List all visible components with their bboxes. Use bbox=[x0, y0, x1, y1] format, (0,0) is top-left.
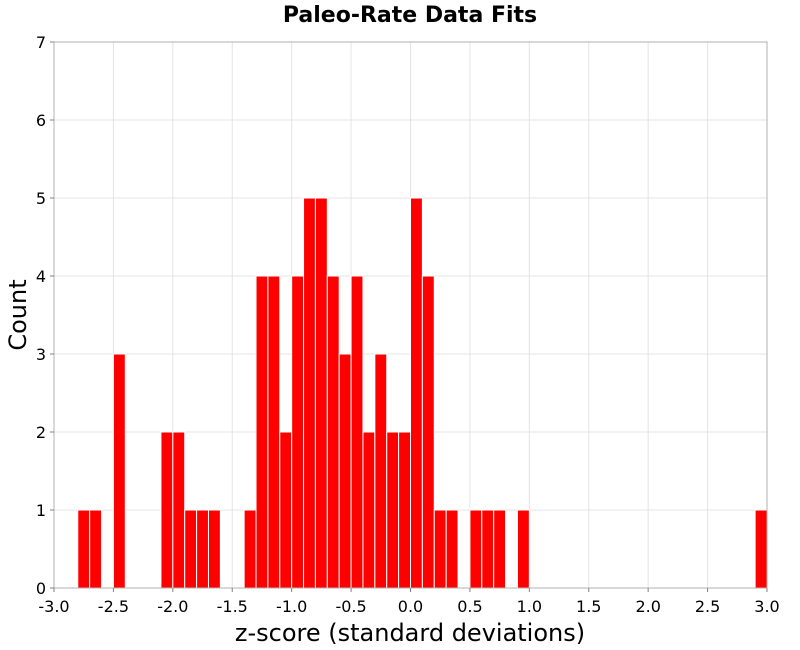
histogram-bar bbox=[326, 275, 340, 589]
y-tick-label: 3 bbox=[36, 345, 46, 364]
x-tick-label: -2.5 bbox=[98, 597, 129, 616]
histogram-bar bbox=[493, 509, 507, 589]
histogram-bar bbox=[112, 353, 126, 589]
histogram-bar bbox=[386, 431, 400, 589]
x-axis-label: z-score (standard deviations) bbox=[235, 619, 585, 647]
histogram-bar bbox=[89, 509, 103, 589]
chart-title: Paleo-Rate Data Fits bbox=[283, 3, 537, 28]
histogram-bar bbox=[398, 431, 412, 589]
y-tick-label: 0 bbox=[36, 579, 46, 598]
histogram-bar bbox=[445, 509, 459, 589]
y-tick-label: 5 bbox=[36, 189, 46, 208]
y-tick-label: 6 bbox=[36, 111, 46, 130]
histogram-bar bbox=[172, 431, 186, 589]
histogram-bar bbox=[77, 509, 91, 589]
histogram-bar bbox=[267, 275, 281, 589]
x-axis: -3.0 -2.5 -2.0 -1.5 -1.0 -0.5 0.0 0.5 1.0 1.5 2.0 2… bbox=[38, 588, 780, 616]
x-tick-label: -1.5 bbox=[217, 597, 248, 616]
histogram-bar bbox=[350, 275, 364, 589]
histogram-bar bbox=[207, 509, 221, 589]
histogram-bar bbox=[516, 509, 530, 589]
histogram-bar bbox=[362, 431, 376, 589]
histogram-bar bbox=[160, 431, 174, 589]
histogram-bar bbox=[433, 509, 447, 589]
y-axis: 0 1 2 3 4 5 6 7 bbox=[36, 33, 54, 598]
x-tick-label: -3.0 bbox=[38, 597, 69, 616]
x-tick-label: -2.0 bbox=[157, 597, 188, 616]
x-tick-label: 0.0 bbox=[398, 597, 423, 616]
histogram-bar bbox=[243, 509, 257, 589]
x-tick-label: 3.0 bbox=[754, 597, 779, 616]
y-tick-label: 1 bbox=[36, 501, 46, 520]
histogram-bar bbox=[754, 509, 768, 589]
y-tick-label: 4 bbox=[36, 267, 46, 286]
x-tick-label: 2.5 bbox=[695, 597, 720, 616]
x-tick-label: 0.5 bbox=[457, 597, 482, 616]
y-tick-label: 2 bbox=[36, 423, 46, 442]
histogram-bar bbox=[184, 509, 198, 589]
histogram-bar bbox=[410, 197, 423, 589]
x-tick-label: 1.0 bbox=[517, 597, 542, 616]
histogram-bar bbox=[421, 275, 435, 589]
x-tick-label: -0.5 bbox=[335, 597, 366, 616]
histogram-bar bbox=[481, 509, 495, 589]
histogram-bar bbox=[255, 275, 269, 589]
histogram-bar bbox=[374, 353, 388, 589]
y-axis-label: Count bbox=[4, 279, 32, 350]
histogram-bar bbox=[303, 197, 316, 589]
histogram-bar bbox=[279, 431, 293, 589]
x-tick-label: 1.5 bbox=[576, 597, 601, 616]
bars bbox=[77, 197, 768, 589]
histogram-bar bbox=[469, 509, 483, 589]
x-tick-label: -1.0 bbox=[276, 597, 307, 616]
x-tick-label: 2.0 bbox=[635, 597, 660, 616]
histogram-bar bbox=[338, 353, 352, 589]
histogram-bar bbox=[196, 509, 209, 589]
y-tick-label: 7 bbox=[36, 33, 46, 52]
histogram-bar bbox=[291, 275, 305, 589]
histogram-bar bbox=[314, 197, 328, 589]
